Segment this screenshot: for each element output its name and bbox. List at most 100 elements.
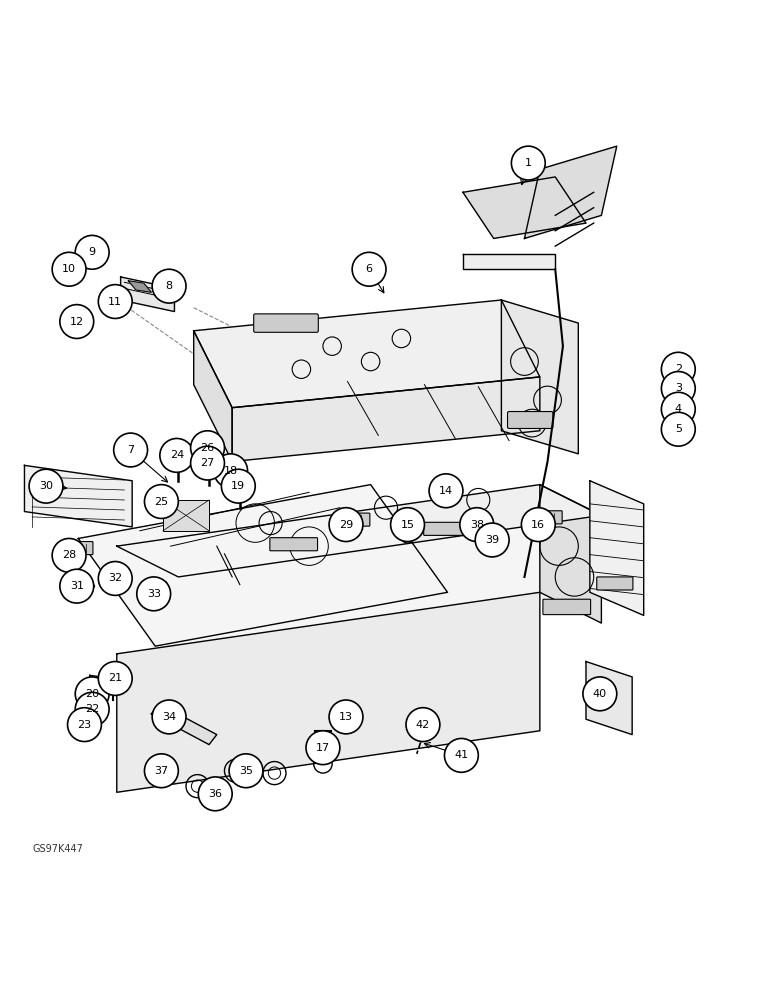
Text: 21: 21 (108, 673, 122, 683)
Circle shape (144, 754, 178, 788)
Text: 25: 25 (154, 497, 168, 507)
Text: 5: 5 (675, 424, 682, 434)
Polygon shape (501, 300, 578, 454)
Polygon shape (194, 331, 232, 462)
Circle shape (329, 508, 363, 542)
Circle shape (445, 738, 479, 772)
Text: 27: 27 (201, 458, 215, 468)
Text: 28: 28 (62, 550, 76, 560)
Circle shape (583, 677, 617, 711)
Circle shape (329, 700, 363, 734)
Polygon shape (78, 485, 448, 646)
Text: 40: 40 (593, 689, 607, 699)
Circle shape (476, 523, 509, 557)
Circle shape (152, 269, 186, 303)
Text: 2: 2 (675, 364, 682, 374)
Polygon shape (590, 481, 644, 615)
Text: 38: 38 (469, 520, 484, 530)
Bar (163, 500, 209, 531)
Circle shape (152, 700, 186, 734)
Circle shape (113, 433, 147, 467)
Text: 13: 13 (339, 712, 353, 722)
Circle shape (144, 485, 178, 518)
Text: 3: 3 (675, 383, 682, 393)
Polygon shape (117, 485, 578, 654)
Text: 36: 36 (208, 789, 222, 799)
Polygon shape (117, 592, 540, 792)
Text: 4: 4 (675, 404, 682, 414)
Text: 19: 19 (232, 481, 245, 491)
FancyBboxPatch shape (507, 412, 553, 428)
Text: 26: 26 (201, 443, 215, 453)
Circle shape (137, 577, 171, 611)
Circle shape (98, 562, 132, 595)
Text: 7: 7 (127, 445, 134, 455)
Circle shape (75, 692, 109, 726)
Circle shape (229, 754, 263, 788)
Text: 41: 41 (454, 750, 469, 760)
Text: 20: 20 (85, 689, 100, 699)
Text: 12: 12 (69, 317, 84, 327)
Circle shape (52, 252, 86, 286)
Text: 32: 32 (108, 573, 122, 583)
Circle shape (222, 469, 256, 503)
Circle shape (521, 508, 555, 542)
Text: 15: 15 (401, 520, 415, 530)
Text: 10: 10 (62, 264, 76, 274)
FancyBboxPatch shape (597, 577, 633, 590)
Polygon shape (463, 254, 555, 269)
Polygon shape (540, 485, 601, 623)
Circle shape (98, 285, 132, 318)
Text: 9: 9 (89, 247, 96, 257)
Circle shape (60, 305, 93, 338)
Text: 33: 33 (147, 589, 161, 599)
Text: 24: 24 (170, 450, 184, 460)
Circle shape (67, 708, 101, 742)
Text: 31: 31 (69, 581, 84, 591)
Circle shape (662, 392, 696, 426)
Circle shape (511, 146, 545, 180)
Circle shape (29, 469, 63, 503)
Text: 42: 42 (416, 720, 430, 730)
Polygon shape (232, 377, 540, 462)
Circle shape (75, 235, 109, 269)
Circle shape (460, 508, 493, 542)
Text: 8: 8 (165, 281, 173, 291)
Circle shape (662, 372, 696, 405)
FancyBboxPatch shape (424, 522, 472, 535)
Polygon shape (586, 662, 632, 735)
Text: 18: 18 (224, 466, 238, 476)
Text: 17: 17 (316, 743, 330, 753)
Polygon shape (524, 146, 617, 238)
FancyBboxPatch shape (68, 542, 93, 555)
Text: 37: 37 (154, 766, 168, 776)
Text: 34: 34 (162, 712, 176, 722)
Text: 16: 16 (531, 520, 545, 530)
Circle shape (391, 508, 425, 542)
Circle shape (75, 677, 109, 711)
Text: 23: 23 (77, 720, 92, 730)
Polygon shape (194, 300, 540, 408)
Circle shape (191, 446, 225, 480)
Circle shape (160, 438, 194, 472)
Text: 1: 1 (525, 158, 532, 168)
Text: 29: 29 (339, 520, 353, 530)
FancyBboxPatch shape (270, 538, 317, 551)
Circle shape (52, 538, 86, 572)
Circle shape (406, 708, 440, 742)
Text: 22: 22 (85, 704, 100, 714)
Text: 35: 35 (239, 766, 253, 776)
Text: 30: 30 (39, 481, 53, 491)
Polygon shape (117, 485, 601, 577)
Text: GS97K447: GS97K447 (32, 844, 83, 854)
Polygon shape (90, 675, 113, 694)
Polygon shape (151, 704, 217, 745)
Text: 11: 11 (108, 297, 122, 307)
Circle shape (191, 431, 225, 465)
Polygon shape (463, 177, 586, 238)
FancyBboxPatch shape (254, 314, 318, 332)
Circle shape (98, 662, 132, 695)
Text: 14: 14 (439, 486, 453, 496)
Text: 39: 39 (485, 535, 499, 545)
Text: 6: 6 (366, 264, 373, 274)
